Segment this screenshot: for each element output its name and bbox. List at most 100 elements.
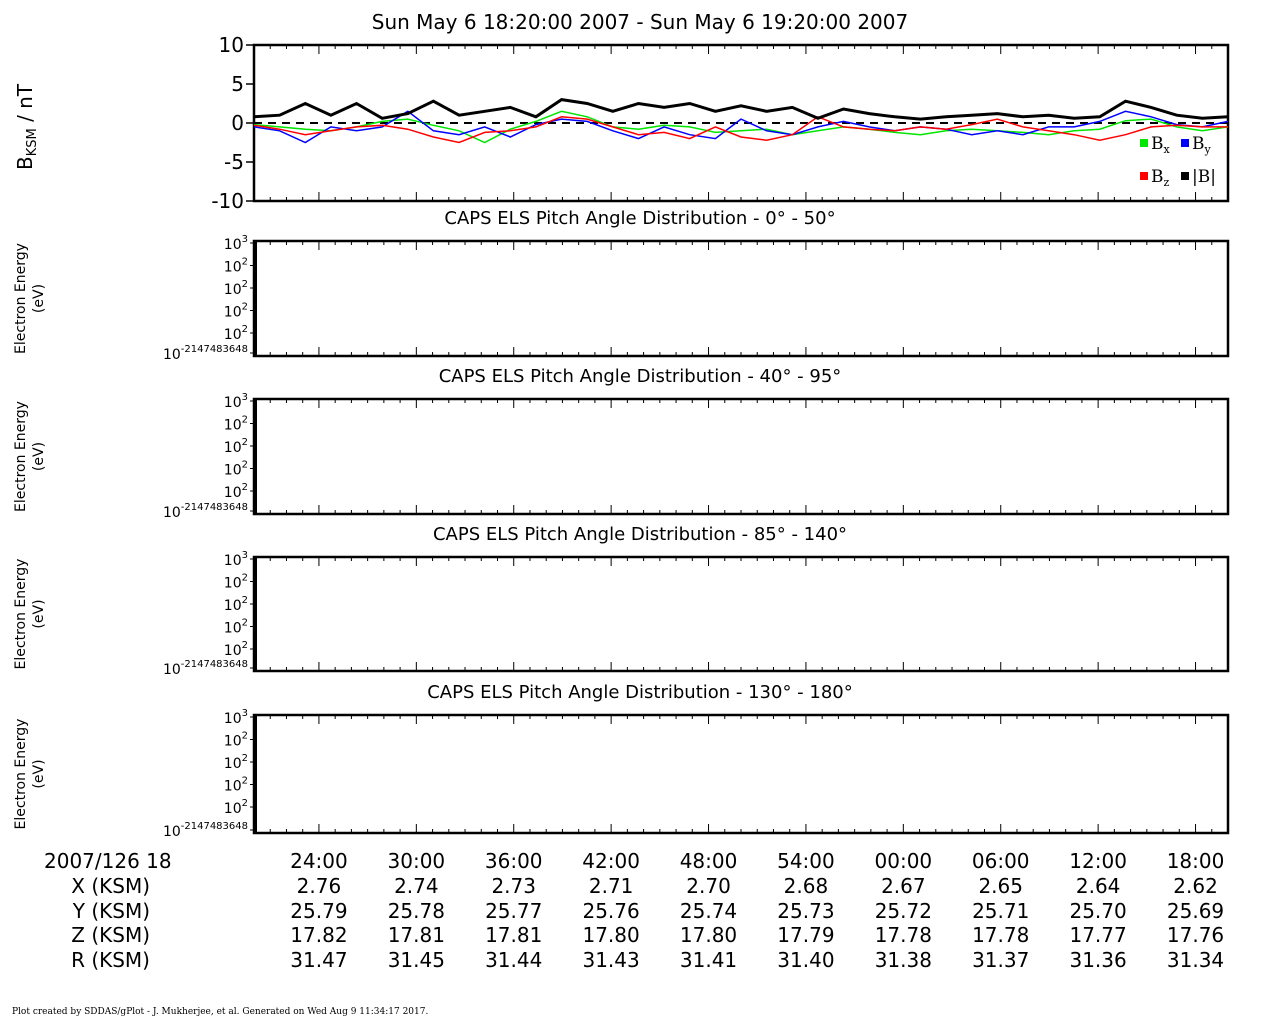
- x-tick-label: 54:00: [777, 849, 835, 873]
- ephemeris-value: 25.79: [290, 898, 348, 923]
- y-tick-label: 102: [224, 595, 248, 614]
- spectrogram-title: CAPS ELS Pitch Angle Distribution - 0° -…: [444, 208, 835, 229]
- ephemeris-value: 2.68: [783, 874, 829, 898]
- y-tick-label: 102: [224, 482, 248, 501]
- legend-label-Bx: Bx: [1151, 134, 1171, 156]
- spectrogram-panel-1: CAPS ELS Pitch Angle Distribution - 0° -…: [13, 208, 1230, 363]
- ephemeris-value: 31.45: [387, 947, 445, 972]
- y-tick-label: 102: [224, 640, 248, 659]
- ephemeris-value: 17.78: [874, 923, 932, 948]
- y-tick-label: 102: [224, 573, 248, 592]
- ephemeris-value: 31.37: [972, 947, 1030, 972]
- ephemeris-value: 17.81: [485, 923, 543, 948]
- ephemeris-value: 31.43: [582, 947, 640, 972]
- spectrogram-title: CAPS ELS Pitch Angle Distribution - 85° …: [433, 524, 847, 545]
- ephemeris-value: 17.80: [582, 923, 640, 948]
- ephemeris-value: 25.74: [679, 898, 738, 923]
- y-tick-label: 102: [224, 798, 248, 817]
- y-tick-label: 10-2147483648: [163, 659, 248, 678]
- ephemeris-label: X (KSM): [71, 874, 150, 898]
- ephemeris-value: 31.38: [874, 947, 932, 972]
- ephemeris-value: 31.40: [777, 947, 835, 972]
- ephemeris-value: 31.47: [290, 947, 348, 972]
- y-tick-label: 103: [224, 708, 248, 727]
- series-line-By: [253, 110, 1229, 144]
- y-tick-label: 10-2147483648: [163, 344, 248, 363]
- legend-label-By: By: [1192, 134, 1212, 156]
- ephemeris-value: 31.36: [1069, 947, 1127, 972]
- ephemeris-value: 17.82: [290, 923, 348, 948]
- y-tick-label: 103: [224, 234, 248, 253]
- y-tick-label: 10-2147483648: [163, 821, 248, 840]
- footer-credit: Plot created by SDDAS/gPlot - J. Mukherj…: [12, 1007, 429, 1017]
- x-tick-label: 24:00: [290, 849, 348, 873]
- spectrogram-ylabel: Electron Energy: [13, 559, 29, 670]
- spectrogram-ylabel-unit: (eV): [31, 442, 47, 471]
- y-tick-label: 102: [224, 415, 248, 434]
- series-line-Bz: [253, 115, 1228, 144]
- ephemeris-value: 2.67: [881, 874, 926, 898]
- legend-label-Bmag: |B|: [1192, 167, 1216, 187]
- y-tick-label: 103: [224, 550, 248, 569]
- series-line-magBmag: [253, 98, 1229, 121]
- ephemeris-value: 17.81: [387, 923, 445, 948]
- spectrogram-frame: [252, 555, 1230, 673]
- spectrogram-title: CAPS ELS Pitch Angle Distribution - 130°…: [427, 682, 853, 703]
- legend-label-Bz: Bz: [1151, 167, 1170, 189]
- ephemeris-value: 25.77: [485, 898, 543, 923]
- ephemeris-value: 17.80: [679, 923, 738, 948]
- legend-swatch-Bz: [1140, 172, 1148, 180]
- spectrogram-panel-2: CAPS ELS Pitch Angle Distribution - 40° …: [13, 366, 1230, 521]
- spectrogram-frame: [252, 239, 1230, 358]
- series-line-Bx: [253, 110, 1229, 144]
- x-tick-label: 48:00: [679, 849, 738, 873]
- y-tick-label: 103: [224, 392, 248, 411]
- y-tick-label: 10-2147483648: [163, 502, 248, 521]
- plot-title: Sun May 6 18:20:00 2007 - Sun May 6 19:2…: [372, 10, 908, 34]
- ephemeris-value: 31.44: [485, 947, 543, 972]
- ephemeris-value: 2.62: [1173, 874, 1218, 898]
- y-tick-label: 102: [224, 302, 248, 321]
- ephemeris-value: 25.69: [1166, 898, 1225, 923]
- y-tick-label: 102: [224, 753, 248, 772]
- legend-swatch-Bx: [1140, 139, 1148, 147]
- y-tick-label: 102: [224, 257, 248, 276]
- spectrogram-ylabel: Electron Energy: [13, 243, 29, 354]
- ephemeris-label: R (KSM): [71, 947, 150, 972]
- spectrogram-ylabel-unit: (eV): [31, 759, 47, 788]
- ephemeris-label: Y (KSM): [72, 898, 150, 923]
- spectrogram-panel-4: CAPS ELS Pitch Angle Distribution - 130°…: [13, 682, 1230, 840]
- x-tick-label: 36:00: [484, 849, 543, 873]
- x-tick-label: 18:00: [1166, 849, 1225, 873]
- y-tick-label: 5: [231, 72, 244, 96]
- y-tick-label: 10: [219, 33, 244, 57]
- ephemeris-value: 17.78: [972, 923, 1030, 948]
- ephemeris-value: 31.41: [679, 947, 738, 972]
- x-tick-label: 06:00: [971, 849, 1030, 873]
- y-tick-label: 102: [224, 437, 248, 456]
- ephemeris-value: 2.76: [296, 874, 342, 898]
- legend-swatch-Bmag: [1181, 172, 1189, 180]
- ephemeris-value: 25.73: [777, 898, 835, 923]
- y-tick-label: 102: [224, 324, 248, 343]
- y-tick-label: 102: [224, 776, 248, 795]
- ephemeris-value: 2.74: [394, 874, 439, 898]
- spectrogram-ylabel-unit: (eV): [31, 284, 47, 313]
- x-tick-label: 00:00: [874, 849, 933, 873]
- y-tick-label: 0: [231, 111, 244, 135]
- x-tick-label: 12:00: [1069, 849, 1127, 873]
- ephemeris-value: 25.71: [972, 898, 1030, 923]
- ephemeris-value: 2.65: [978, 874, 1023, 898]
- spectrogram-ylabel-unit: (eV): [31, 599, 47, 628]
- ephemeris-value: 2.70: [686, 874, 731, 898]
- ephemeris-value: 25.78: [387, 898, 445, 923]
- y-tick-label: 102: [224, 279, 248, 298]
- spectrogram-frame: [252, 397, 1230, 516]
- ephemeris-value: 17.79: [777, 923, 835, 948]
- ephemeris-label: Z (KSM): [71, 923, 150, 948]
- spectrogram-ylabel: Electron Energy: [13, 401, 29, 512]
- ephemeris-value: 25.72: [874, 898, 932, 923]
- mag-ylabel: BKSM / nT: [13, 83, 40, 170]
- x-axis-date-label: 2007/126 18: [44, 849, 172, 873]
